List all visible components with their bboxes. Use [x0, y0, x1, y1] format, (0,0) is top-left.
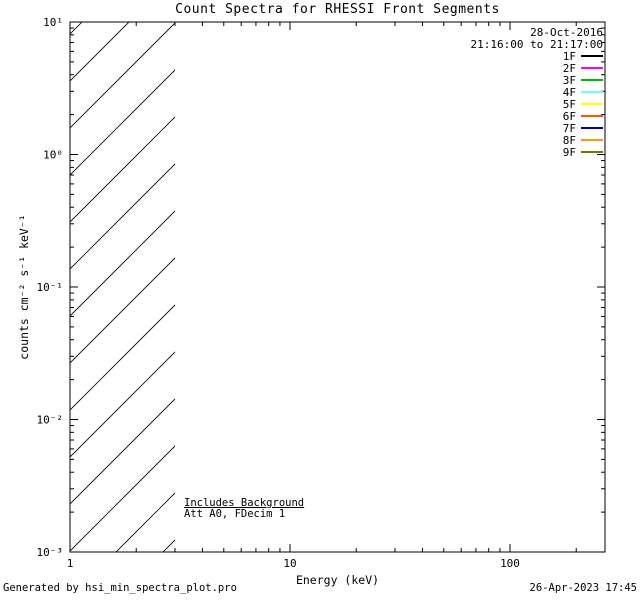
- legend-color-line: [581, 115, 603, 117]
- y-tick-label: 10⁻¹: [37, 281, 64, 294]
- hatched-region: [70, 22, 175, 552]
- y-axis-label: counts cm⁻² s⁻¹ keV⁻¹: [17, 214, 31, 360]
- legend-color-line: [581, 55, 603, 57]
- legend-entry-label: 8F: [562, 134, 576, 147]
- legend-color-line: [581, 91, 603, 93]
- legend-time-range: 21:16:00 to 21:17:00: [470, 38, 603, 51]
- hatch-line: [115, 492, 175, 552]
- legend-entry: 3F: [471, 75, 603, 87]
- legend-date: 28-Oct-2016: [530, 26, 603, 39]
- y-tick-label: 10⁻³: [37, 546, 64, 559]
- legend-color-line: [581, 79, 603, 81]
- legend-entry-label: 6F: [562, 110, 576, 123]
- hatch-line: [70, 69, 175, 176]
- hatch-line: [70, 22, 175, 129]
- legend-entry-label: 4F: [562, 86, 576, 99]
- hatch-line: [70, 22, 130, 82]
- y-tick-label: 10⁰: [43, 149, 63, 162]
- legend-entry: 7F: [471, 123, 603, 135]
- legend-entry: 5F: [471, 99, 603, 111]
- legend-entry: 1F: [471, 51, 603, 63]
- hatch-line: [70, 257, 175, 364]
- legend-entries: 1F 2F 3F 4F 5F 6F 7F 8F 9F: [471, 51, 603, 159]
- legend-entry-label: 3F: [562, 74, 576, 87]
- chart-title: Count Spectra for RHESSI Front Segments: [175, 2, 500, 17]
- hatch-line: [70, 163, 175, 270]
- legend-entry-label: 7F: [562, 122, 576, 135]
- legend-entry-label: 1F: [562, 50, 576, 63]
- x-axis-label: Energy (keV): [295, 573, 380, 587]
- x-tick-label: 1: [67, 557, 74, 570]
- legend-color-line: [581, 103, 603, 105]
- hatch-line: [70, 22, 83, 35]
- legend: 28-Oct-2016 21:16:00 to 21:17:00 1F 2F 3F 4…: [471, 27, 603, 159]
- legend-entry-label: 9F: [562, 146, 576, 159]
- legend-entry: 9F: [471, 147, 603, 159]
- hatch-line: [70, 210, 175, 317]
- y-tick-label: 10¹: [43, 16, 63, 29]
- footer-timestamp: 26-Apr-2023 17:45: [529, 582, 637, 594]
- hatch-line: [70, 398, 175, 505]
- hatch-line: [70, 445, 175, 552]
- hatch-line: [70, 304, 175, 411]
- legend-entry-label: 5F: [562, 98, 576, 111]
- x-tick-label: 10: [283, 557, 296, 570]
- legend-entry: 2F: [471, 63, 603, 75]
- hatch-line: [70, 351, 175, 458]
- axis-ticks: [69, 21, 605, 553]
- legend-entry: 4F: [471, 87, 603, 99]
- annotation-attenuator-state: Att A0, FDecim 1: [184, 508, 286, 520]
- footer-generator-text: Generated by hsi_min_spectra_plot.pro: [3, 582, 237, 594]
- hatch-line: [70, 116, 175, 223]
- y-tick-label: 10⁻²: [37, 414, 64, 427]
- legend-color-line: [581, 127, 603, 129]
- plot-annotations: Includes Background Att A0, FDecim 1: [184, 498, 304, 520]
- legend-entry-label: 2F: [562, 62, 576, 75]
- legend-entry: 6F: [471, 111, 603, 123]
- annotation-includes-background: Includes Background: [184, 497, 305, 509]
- legend-color-line: [581, 151, 603, 153]
- legend-entry: 8F: [471, 135, 603, 147]
- legend-color-line: [581, 67, 603, 69]
- legend-color-line: [581, 139, 603, 141]
- x-tick-label: 100: [500, 557, 520, 570]
